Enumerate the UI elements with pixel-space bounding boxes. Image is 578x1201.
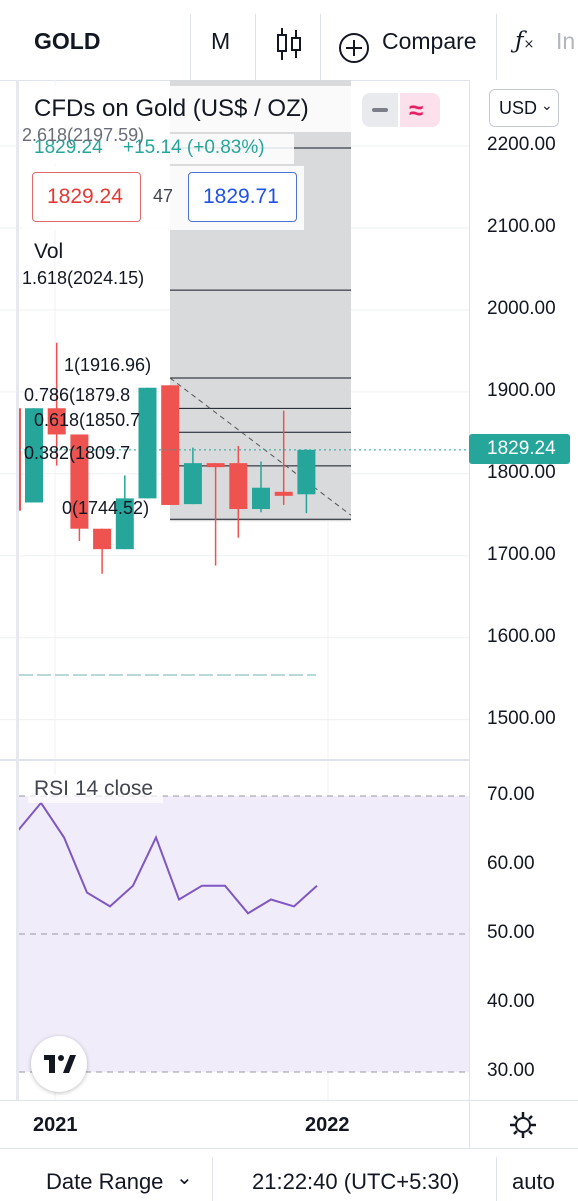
- current-price-value: 1829.24: [487, 438, 556, 459]
- axis-divider: [469, 1101, 470, 1149]
- candle-body: [93, 528, 112, 550]
- fib-level-label: 2.618(2197.59): [22, 125, 145, 145]
- legend-price-row: 1829.24 +15.14 (+0.83%): [22, 134, 294, 164]
- bottom-divider: [496, 1157, 497, 1201]
- candle-body: [206, 463, 225, 468]
- price-axis-label: 1900.00: [487, 379, 556, 401]
- price-change: +15.14 (+0.83%): [123, 137, 265, 158]
- time-label-2022: 2022: [305, 1114, 350, 1136]
- candle-body: [138, 387, 157, 499]
- fib-level-label: 1.618(2024.15): [22, 268, 145, 288]
- candle-body: [274, 491, 293, 496]
- rsi-axis-label: 60.00: [487, 853, 535, 874]
- toolbar-divider: [496, 14, 497, 80]
- settings-gear-icon[interactable]: [508, 1110, 538, 1145]
- candle-body: [229, 463, 248, 510]
- price-axis-label: 2000.00: [487, 297, 556, 319]
- chevron-down-icon: ⌄: [541, 97, 553, 113]
- price-axis-label: 1600.00: [487, 625, 556, 647]
- legend-title-box: CFDs on Gold (US$ / OZ): [22, 86, 352, 132]
- time-axis[interactable]: 2021 2022: [0, 1100, 578, 1149]
- last-price: 1829.24: [34, 137, 103, 158]
- rsi-legend-box: RSI 14 close: [28, 775, 163, 803]
- price-axis-label: 1700.00: [487, 543, 556, 565]
- chevron-down-icon[interactable]: ⌄: [176, 1167, 193, 1189]
- wave-alert-icon[interactable]: ≈: [400, 93, 440, 127]
- date-range-button[interactable]: Date Range: [46, 1169, 164, 1194]
- tradingview-logo-icon[interactable]: [31, 1036, 87, 1092]
- currency-label: USD: [499, 98, 538, 118]
- candle-body: [297, 449, 316, 495]
- bottom-divider: [212, 1157, 213, 1201]
- clock-timezone[interactable]: 21:22:40 (UTC+5:30): [252, 1169, 460, 1194]
- ask-price: 1829.71: [203, 185, 279, 208]
- candle-body: [183, 463, 202, 505]
- time-label-2021: 2021: [33, 1114, 78, 1136]
- compare-plus-icon[interactable]: [338, 32, 370, 69]
- indicators-button-label[interactable]: In: [556, 28, 576, 54]
- price-axis-label: 2100.00: [487, 215, 556, 237]
- price-axis-label: 1500.00: [487, 707, 556, 729]
- symbol-button[interactable]: GOLD: [34, 28, 101, 54]
- instrument-title[interactable]: CFDs on Gold (US$ / OZ): [34, 95, 309, 122]
- chart-canvas[interactable]: [0, 80, 470, 1100]
- toolbar-divider: [255, 14, 256, 80]
- fib-trend-line: [169, 377, 352, 516]
- candle-body: [115, 498, 134, 550]
- rsi-axis-label: 30.00: [487, 1060, 535, 1081]
- auto-scale-button[interactable]: auto: [512, 1169, 555, 1194]
- toolbar-divider: [320, 14, 321, 80]
- rsi-line: [17, 801, 318, 915]
- volume-label[interactable]: Vol: [34, 240, 64, 263]
- candle-body: [47, 408, 66, 435]
- candle-body: [161, 385, 180, 505]
- compare-button[interactable]: Compare: [382, 28, 477, 54]
- chart-left-border: [16, 80, 19, 1100]
- buy-button[interactable]: 1829.71: [188, 172, 297, 222]
- rsi-axis-label: 70.00: [487, 784, 535, 805]
- top-toolbar: GOLD M Compare ƒ× In: [0, 0, 578, 81]
- bottom-bar: Date Range ⌄ 21:22:40 (UTC+5:30) auto: [0, 1148, 578, 1201]
- fib-level-label: 1(1916.96): [64, 355, 152, 375]
- fib-level-label: 0.382(1809.7: [24, 443, 131, 463]
- bid-price: 1829.24: [47, 185, 123, 208]
- sell-button[interactable]: 1829.24: [32, 172, 141, 222]
- price-axis[interactable]: [469, 80, 578, 1100]
- candle-style-icon[interactable]: [275, 26, 303, 67]
- candle-body: [70, 434, 89, 529]
- currency-selector[interactable]: USD ⌄: [489, 89, 559, 127]
- current-price-tag: 1829.24: [469, 434, 570, 464]
- rsi-axis-label: 50.00: [487, 922, 535, 943]
- price-axis-label: 1800.00: [487, 461, 556, 483]
- candle-body: [252, 487, 270, 510]
- collapse-legend-icon[interactable]: [362, 93, 398, 127]
- rsi-legend-label[interactable]: RSI 14 close: [34, 777, 154, 800]
- price-axis-label: 2200.00: [487, 134, 556, 155]
- toolbar-divider: [190, 14, 191, 80]
- fib-level-label: 0(1744.52): [62, 498, 150, 518]
- spread-value: 47: [153, 186, 174, 206]
- indicators-fx-icon[interactable]: ƒ×: [515, 28, 535, 54]
- rsi-axis-label: 40.00: [487, 991, 535, 1012]
- fib-level-label: 0.618(1850.7: [34, 410, 141, 430]
- candle-body: [25, 408, 43, 503]
- interval-button[interactable]: M: [211, 28, 231, 54]
- fib-level-label: 0.786(1879.8: [24, 385, 131, 405]
